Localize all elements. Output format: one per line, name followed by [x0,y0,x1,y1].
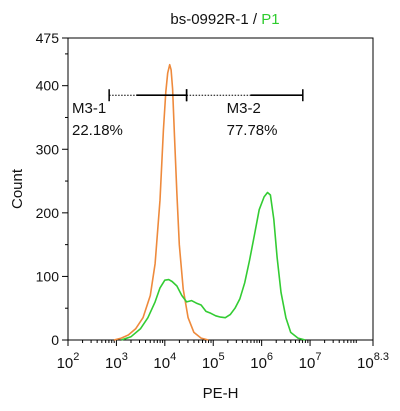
series-layer [113,63,306,341]
gate-percent: 22.18% [72,122,123,139]
series-line-control [113,63,209,341]
x-axis-ticks: 102 103 104 105 106 107 108.3 [57,340,389,372]
y-tick-label: 200 [36,205,60,221]
chart-title-main: bs-0992R-1 / [170,11,261,28]
y-tick-label: 300 [36,141,60,157]
y-axis-label: Count [9,168,26,209]
gate-label: M3-2 [227,100,261,117]
gate-layer: M3-1 22.18% M3-2 77.78% [72,89,304,139]
y-axis-ticks: 0 100 200 300 400 475 [36,30,68,348]
x-tick-label: 108.3 [357,351,389,372]
x-axis-label: PE-H [203,385,239,402]
x-tick-label: 105 [202,351,225,372]
x-tick-label: 107 [299,351,322,372]
y-tick-label: 475 [36,30,60,46]
gate-label: M3-1 [72,100,106,117]
gate-marker: M3-1 22.18% [72,89,188,139]
plot-frame [67,37,374,341]
y-tick-label: 0 [51,332,59,348]
chart-title-accent: P1 [261,11,279,28]
gate-marker: M3-2 77.78% [185,89,304,139]
x-tick-label: 104 [153,351,176,372]
y-tick-label: 100 [36,268,60,284]
x-tick-label: 106 [250,351,273,372]
x-tick-label: 103 [105,351,128,372]
y-tick-label: 400 [36,78,60,94]
chart-title: bs-0992R-1 / P1 [170,11,279,28]
gate-percent: 77.78% [227,122,278,139]
series-line-sample [121,191,306,341]
x-tick-label: 102 [57,351,80,372]
